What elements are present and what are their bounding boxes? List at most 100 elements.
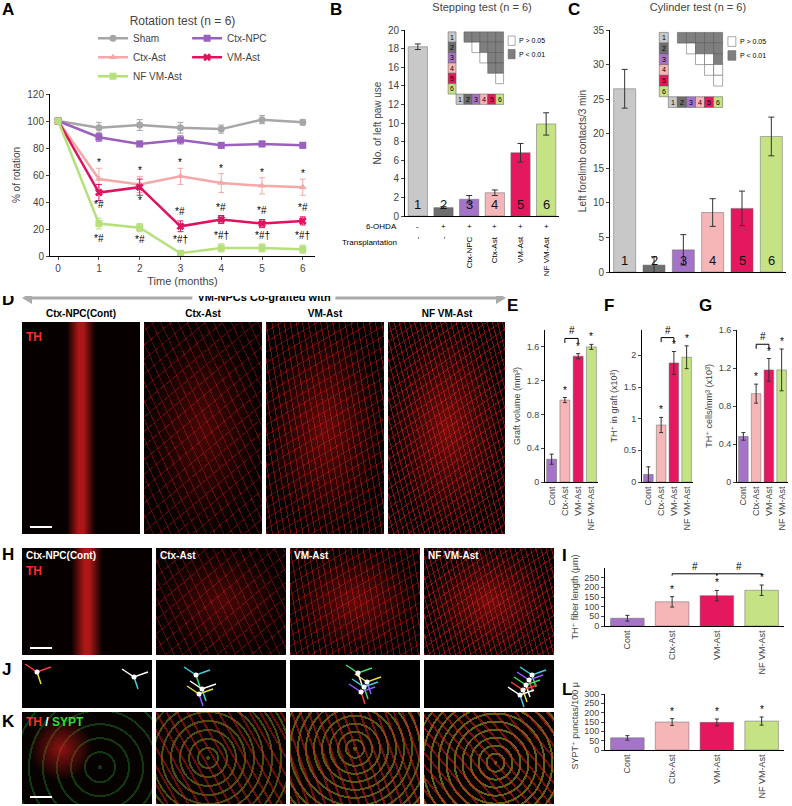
- svg-text:*#: *#: [135, 234, 145, 245]
- svg-text:VM-Ast: VM-Ast: [573, 486, 583, 516]
- svg-text:0: 0: [38, 251, 44, 262]
- svg-text:*: *: [589, 331, 593, 342]
- svg-text:4: 4: [393, 173, 399, 184]
- svg-text:Rotation test (n = 6): Rotation test (n = 6): [130, 14, 236, 28]
- svg-text:1.2: 1.2: [719, 363, 732, 373]
- svg-text:0.8: 0.8: [719, 401, 732, 411]
- svg-text:*: *: [780, 336, 784, 347]
- svg-text:Ctx-Ast: Ctx-Ast: [656, 486, 666, 516]
- svg-text:*#: *#: [175, 206, 185, 217]
- svg-text:10: 10: [593, 197, 605, 208]
- svg-text:Cont: Cont: [622, 630, 632, 650]
- svg-text:Time (months): Time (months): [147, 275, 218, 287]
- svg-text:50: 50: [589, 736, 599, 746]
- svg-text:0.5: 0.5: [624, 445, 637, 455]
- svg-text:2: 2: [631, 350, 636, 360]
- svg-text:5: 5: [739, 253, 746, 268]
- svg-text:1.6: 1.6: [527, 342, 540, 352]
- svg-text:% of rotation: % of rotation: [11, 147, 22, 203]
- svg-text:NF VM-Ast: NF VM-Ast: [757, 630, 767, 674]
- svg-text:Ctx-Ast: Ctx-Ast: [667, 630, 677, 660]
- svg-text:*: *: [219, 163, 223, 174]
- svg-text:*: *: [97, 157, 101, 168]
- svg-text:*#: *#: [298, 202, 308, 213]
- svg-text:*#: *#: [94, 199, 104, 210]
- svg-text:*#†: *#†: [173, 234, 188, 245]
- svg-text:5: 5: [707, 99, 711, 106]
- svg-text:3: 3: [178, 263, 184, 274]
- svg-text:NF VM-Ast: NF VM-Ast: [682, 486, 692, 530]
- svg-text:1: 1: [96, 263, 102, 274]
- svg-text:*: *: [670, 706, 674, 717]
- svg-text:*: *: [563, 385, 567, 396]
- svg-text:Ctx-NPC: Ctx-NPC: [227, 33, 266, 44]
- svg-text:*: *: [659, 404, 663, 415]
- svg-text:10: 10: [388, 118, 400, 129]
- svg-text:40: 40: [33, 197, 45, 208]
- svg-text:15: 15: [593, 163, 605, 174]
- svg-text:+: +: [441, 222, 446, 231]
- svg-text:Cont: Cont: [738, 486, 748, 506]
- svg-text:1: 1: [414, 197, 421, 212]
- svg-text:100: 100: [584, 726, 599, 736]
- svg-text:*: *: [301, 168, 305, 179]
- svg-text:4: 4: [482, 96, 486, 103]
- svg-text:0: 0: [594, 621, 599, 631]
- svg-text:Graft volume (mm³): Graft volume (mm³): [512, 367, 522, 445]
- svg-text:120: 120: [27, 89, 44, 100]
- svg-text:*: *: [760, 704, 764, 715]
- svg-text:NF VM-Ast: NF VM-Ast: [542, 236, 551, 276]
- svg-text:1: 1: [671, 99, 675, 106]
- svg-text:*: *: [670, 584, 674, 595]
- svg-text:VM-Ast: VM-Ast: [669, 486, 679, 516]
- svg-text:20: 20: [388, 25, 400, 36]
- svg-text:No. of left paw use: No. of left paw use: [372, 81, 383, 164]
- svg-text:1: 1: [631, 414, 636, 424]
- svg-text:*: *: [685, 333, 689, 344]
- svg-text:VM-Ast: VM-Ast: [712, 630, 722, 660]
- svg-text:100: 100: [27, 116, 44, 127]
- svg-text:Ctx-Ast: Ctx-Ast: [560, 486, 570, 516]
- svg-text:2: 2: [651, 253, 658, 268]
- svg-text:4: 4: [662, 66, 666, 73]
- svg-text:NF VM-Ast: NF VM-Ast: [586, 486, 596, 530]
- svg-text:3: 3: [466, 197, 473, 212]
- svg-text:*: *: [767, 346, 771, 357]
- svg-text:NF VM-Ast: NF VM-Ast: [777, 486, 787, 530]
- svg-text:VM-Ast: VM-Ast: [712, 754, 722, 784]
- svg-text:6: 6: [768, 253, 775, 268]
- svg-text:*#†: *#†: [214, 230, 229, 241]
- svg-text:18: 18: [388, 43, 400, 54]
- svg-text:150: 150: [584, 592, 599, 602]
- svg-text:3: 3: [450, 54, 454, 61]
- svg-text:*: *: [138, 195, 142, 206]
- svg-text:#: #: [665, 325, 671, 336]
- svg-text:Cont: Cont: [643, 486, 653, 506]
- svg-text:6: 6: [543, 197, 550, 212]
- svg-text:TH⁺ fiber length (μm): TH⁺ fiber length (μm): [570, 555, 580, 640]
- svg-text:2: 2: [137, 263, 143, 274]
- svg-text:*: *: [576, 341, 580, 352]
- svg-text:+: +: [467, 222, 472, 231]
- svg-text:6: 6: [450, 85, 454, 92]
- svg-text:4: 4: [491, 197, 498, 212]
- svg-text:+: +: [544, 222, 549, 231]
- svg-text:6: 6: [498, 96, 502, 103]
- svg-text:6: 6: [716, 99, 720, 106]
- svg-text:P > 0.05: P > 0.05: [519, 37, 545, 44]
- svg-text:5: 5: [662, 77, 666, 84]
- svg-text:1: 1: [450, 34, 454, 41]
- svg-text:6: 6: [393, 155, 399, 166]
- svg-text:1: 1: [621, 253, 628, 268]
- svg-text:8: 8: [393, 136, 399, 147]
- svg-text:Ctx-Ast: Ctx-Ast: [490, 236, 499, 263]
- svg-text:1.6: 1.6: [719, 325, 732, 335]
- svg-text:3: 3: [662, 56, 666, 63]
- svg-text:150: 150: [584, 717, 599, 727]
- svg-text:250: 250: [584, 573, 599, 583]
- svg-text:0: 0: [55, 263, 61, 274]
- svg-text:0: 0: [534, 477, 539, 487]
- svg-text:0: 0: [631, 477, 636, 487]
- svg-text:*: *: [715, 577, 719, 588]
- svg-text:3: 3: [689, 99, 693, 106]
